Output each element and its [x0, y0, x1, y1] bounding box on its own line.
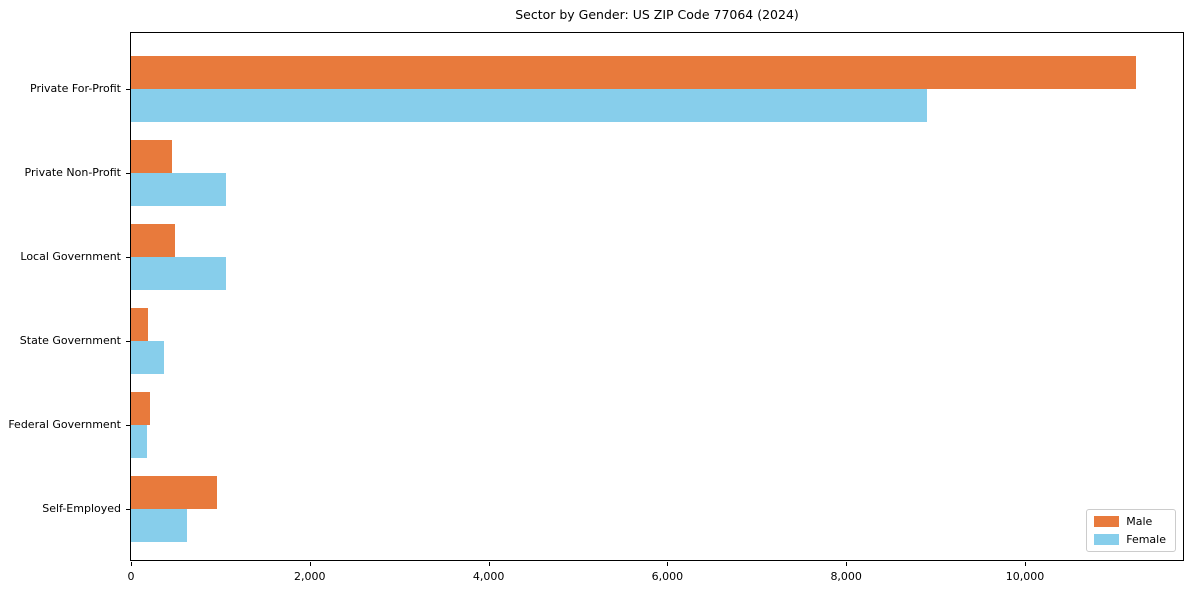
x-tick-label: 8,000	[830, 570, 862, 583]
x-tick	[309, 562, 311, 566]
bar-female-2	[131, 173, 226, 206]
y-tick	[126, 257, 130, 258]
bar-female-6	[131, 509, 188, 542]
x-tick-label: 10,000	[1005, 570, 1045, 583]
bar-male-1	[131, 56, 1136, 89]
legend: Male Female	[1086, 509, 1176, 552]
x-tick-label: 0	[127, 570, 135, 583]
y-tick-label: Local Government	[20, 250, 121, 263]
y-tick	[126, 341, 130, 342]
y-tick-label: State Government	[19, 334, 121, 347]
y-tick	[126, 173, 130, 174]
x-tick	[846, 562, 848, 566]
bar-female-4	[131, 341, 165, 374]
plot-area: Private For-Profit Private Non-Profit Loca…	[8, 32, 1184, 583]
y-tick-label: Federal Government	[8, 418, 121, 431]
legend-label: Male	[1126, 515, 1153, 528]
y-tick-label: Self-Employed	[42, 502, 121, 515]
x-tick	[488, 562, 490, 566]
x-tick	[131, 562, 132, 566]
x-tick	[667, 562, 669, 566]
y-tick	[126, 509, 130, 510]
bar-male-5	[131, 392, 151, 425]
bar-female-1	[131, 89, 927, 122]
bar-male-6	[131, 476, 217, 509]
legend-label: Female	[1126, 533, 1166, 546]
x-tick-label: 6,000	[651, 570, 684, 583]
x-tick-label: 4,000	[472, 570, 505, 583]
y-tick	[126, 425, 130, 426]
bar-male-3	[131, 224, 175, 257]
x-tick	[1025, 562, 1026, 566]
chart-title: Sector by Gender: US ZIP Code 77064 (202…	[515, 7, 799, 22]
bar-female-5	[131, 425, 147, 458]
y-tick-label: Private Non-Profit	[24, 166, 121, 179]
x-tick-label: 2,000	[294, 570, 326, 583]
bar-male-2	[131, 140, 173, 173]
y-tick-label: Private For-Profit	[30, 82, 121, 95]
legend-swatch-male	[1094, 516, 1120, 527]
bar-male-4	[131, 308, 148, 341]
legend-swatch-female	[1094, 534, 1120, 545]
legend-item-male: Male	[1094, 515, 1166, 528]
legend-item-female: Female	[1094, 533, 1166, 546]
bar-female-3	[131, 257, 226, 290]
y-tick	[126, 89, 130, 90]
